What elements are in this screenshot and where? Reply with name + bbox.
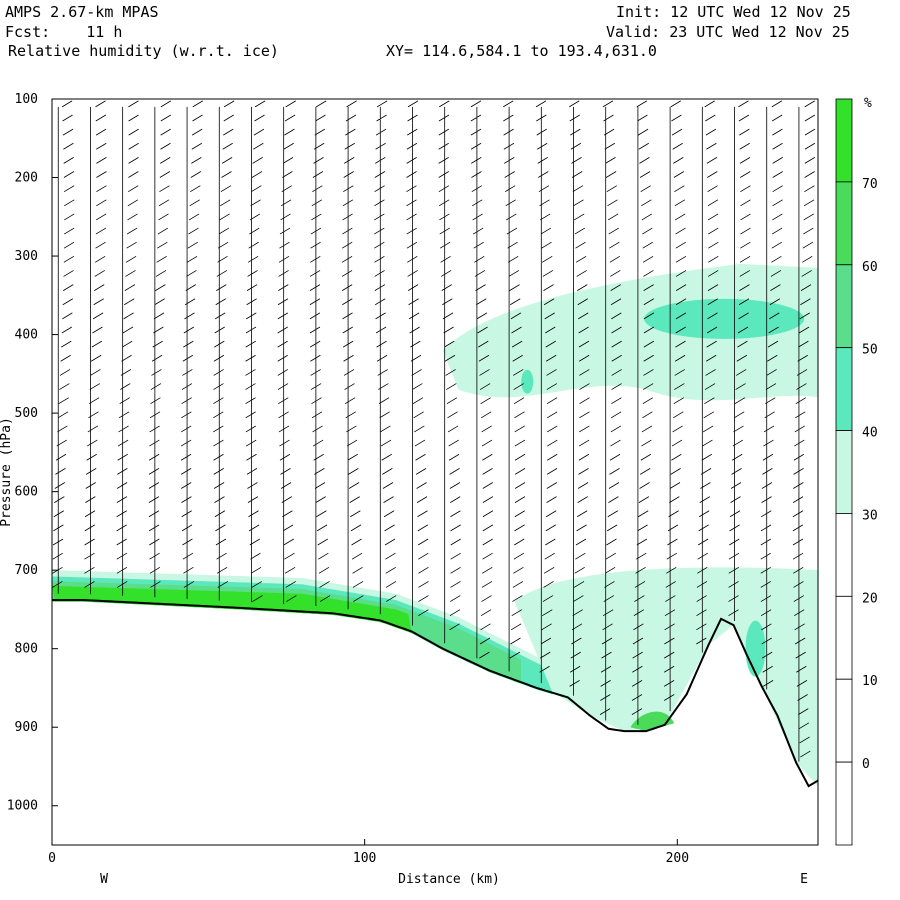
terrain	[52, 598, 818, 788]
barb-column	[277, 100, 297, 605]
model-title: AMPS 2.67-km MPAS	[5, 3, 159, 21]
y-tick-label: 700	[15, 563, 38, 578]
colorbar-segment	[835, 678, 853, 763]
y-tick-label: 300	[15, 249, 38, 264]
barb-column	[599, 100, 622, 721]
colorbar-segment	[835, 181, 853, 266]
terrain-line	[52, 598, 818, 788]
x-axis: 0 100 200	[48, 839, 689, 866]
y-axis-title: Pressure (hPa)	[0, 417, 14, 527]
barb-column	[569, 100, 590, 696]
colorbar-tick-label: 60	[862, 260, 878, 275]
y-tick-label: 500	[15, 406, 38, 421]
barb-column	[406, 100, 429, 626]
colorbar-segment	[835, 513, 853, 597]
west-label: W	[100, 872, 108, 887]
colorbar-tick-label: 70	[862, 177, 878, 192]
barb-column	[84, 100, 107, 595]
colorbar-unit: %	[864, 96, 872, 111]
y-axis: 100 200 300 400 500 600 700 800 900 1000	[7, 92, 58, 814]
y-tick-label: 900	[15, 720, 38, 735]
barb-column	[116, 100, 139, 596]
colorbar-tick-label: 40	[862, 426, 878, 441]
plot-frame	[51, 98, 819, 846]
y-tick-label: 1000	[7, 799, 38, 814]
init-time: Init: 12 UTC Wed 12 Nov 25	[616, 3, 851, 21]
humidity-shading	[52, 263, 818, 787]
upper-moist-core	[644, 298, 805, 339]
barb-column	[213, 100, 235, 601]
barb-column	[792, 100, 816, 762]
wind-barbs	[52, 100, 816, 762]
colorbar-tick-label: 10	[862, 674, 878, 689]
barb-column	[760, 100, 783, 690]
barb-column	[341, 100, 364, 610]
barb-column	[696, 100, 719, 653]
colorbar-segment	[835, 761, 853, 846]
colorbar-segment	[835, 595, 853, 680]
upper-moist-spot	[521, 369, 534, 394]
y-tick-label: 100	[15, 92, 38, 107]
y-tick-label: 200	[15, 171, 38, 186]
barb-column	[663, 100, 687, 712]
barb-column	[502, 100, 526, 672]
moist-band-3	[52, 585, 412, 633]
x-tick-label: 100	[353, 851, 376, 866]
upper-moist-region	[442, 263, 818, 401]
east-low-moist	[514, 567, 818, 787]
barb-column	[438, 100, 461, 644]
y-tick-label: 800	[15, 642, 38, 657]
east-label: E	[800, 872, 808, 887]
valid-time: Valid: 23 UTC Wed 12 Nov 25	[606, 23, 850, 41]
barb-column	[52, 100, 75, 594]
forecast-hour: Fcst: 11 h	[5, 23, 123, 41]
barb-column	[728, 100, 751, 621]
field-name: Relative humidity (w.r.t. ice)	[8, 42, 279, 60]
barb-column	[631, 100, 655, 725]
barb-column	[180, 100, 203, 599]
y-tick-label: 600	[15, 485, 38, 500]
barb-column	[374, 100, 397, 615]
colorbar: 70 60 50 40 30 20 10 0	[835, 98, 878, 846]
colorbar-tick-label: 50	[862, 343, 878, 358]
barb-column	[470, 100, 494, 659]
colorbar-segment	[835, 430, 853, 514]
colorbar-tick-label: 20	[862, 591, 878, 606]
xy-range: XY= 114.6,584.1 to 193.4,631.0	[386, 42, 657, 60]
x-tick-label: 0	[48, 851, 56, 866]
colorbar-tick-label: 30	[862, 508, 878, 523]
colorbar-tick-label: 0	[862, 757, 870, 772]
y-tick-label: 400	[15, 328, 38, 343]
colorbar-segment	[835, 264, 853, 349]
barb-column	[309, 100, 331, 607]
colorbar-segment	[835, 347, 853, 431]
barb-column	[245, 100, 266, 603]
colorbar-segment	[835, 98, 853, 183]
x-axis-title: Distance (km)	[398, 872, 500, 887]
barb-column	[148, 100, 172, 598]
x-tick-label: 200	[666, 851, 689, 866]
barb-column	[535, 100, 558, 684]
